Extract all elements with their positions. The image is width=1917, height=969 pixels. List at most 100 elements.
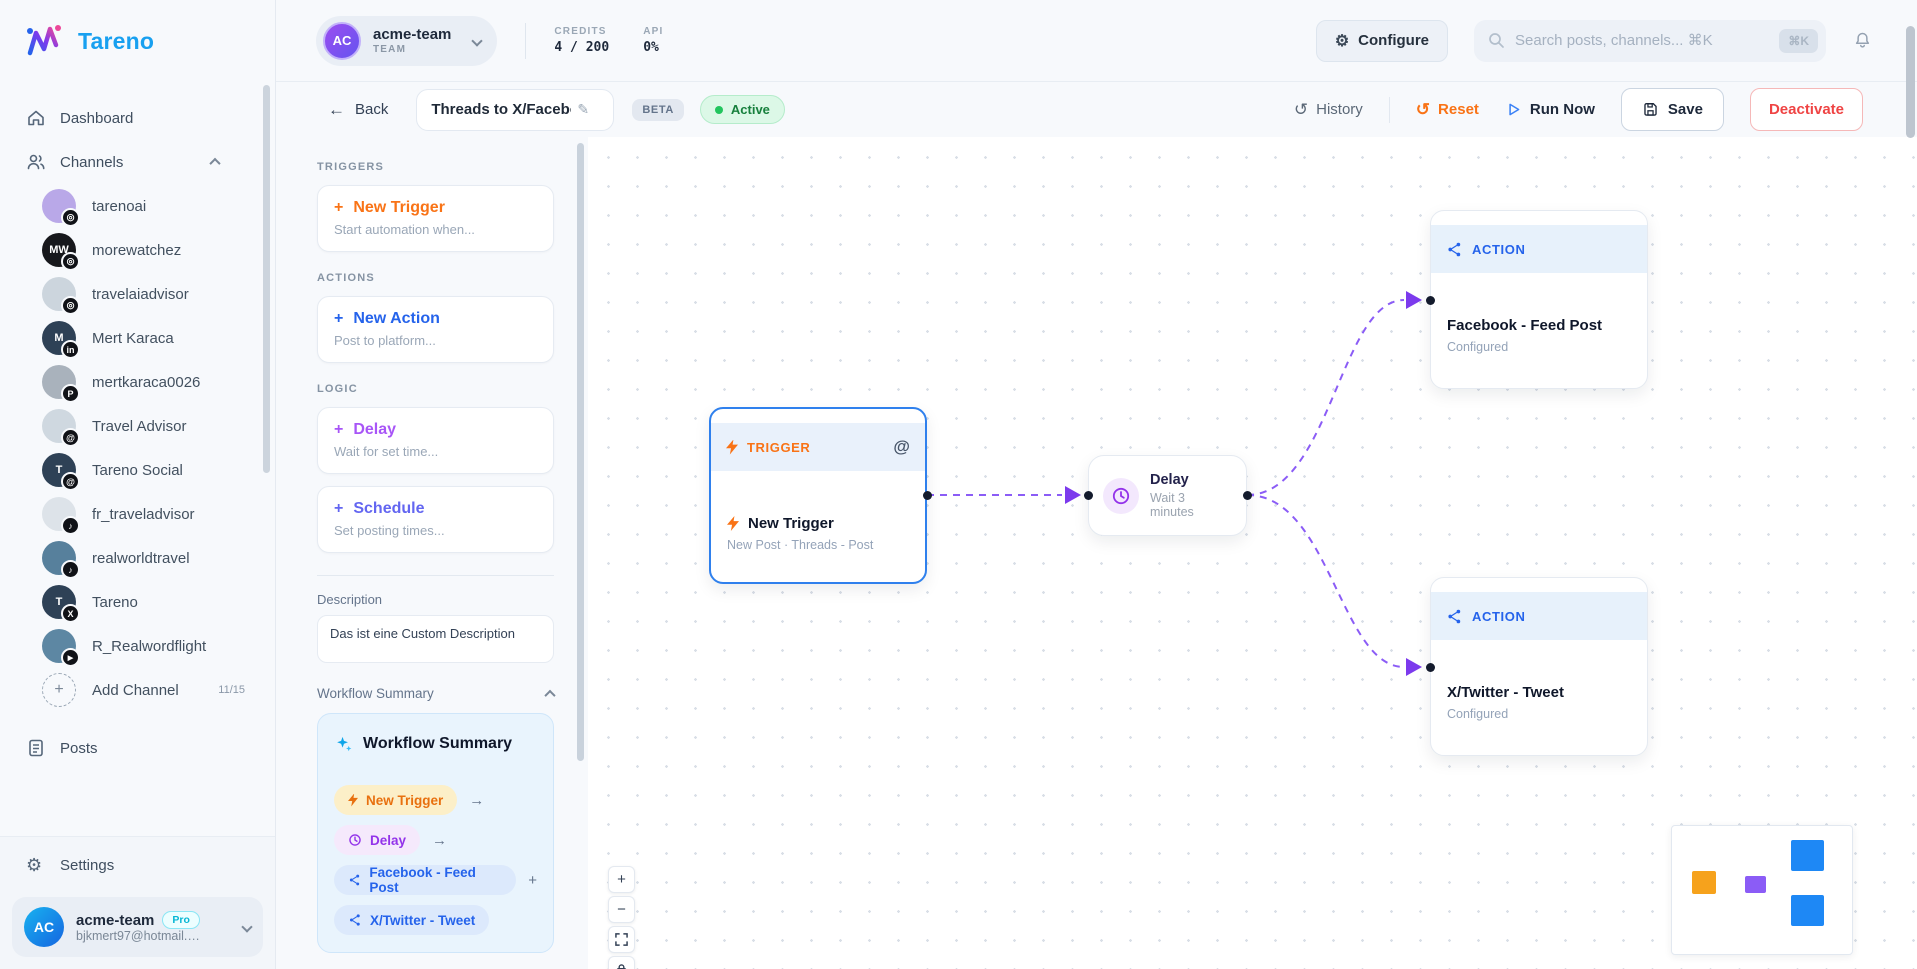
sidebar-channel-item[interactable]: ▶ R_Realwordflight xyxy=(0,624,275,668)
workflow-title-input[interactable] xyxy=(431,101,572,118)
lock-button[interactable] xyxy=(608,956,635,969)
summary-pill[interactable]: New Trigger xyxy=(334,785,458,815)
sidebar-item-label: Channels xyxy=(60,153,124,171)
reset-button[interactable]: ↺ Reset xyxy=(1416,101,1479,118)
sidebar-channel-item[interactable]: T @ Tareno Social xyxy=(0,448,275,492)
summary-pill-list: New Trigger → Delay → Facebook - Feed Po… xyxy=(334,785,537,935)
plus-icon: + xyxy=(334,421,344,438)
summary-pill[interactable]: X/Twitter - Tweet xyxy=(334,905,490,935)
account-name: acme-team xyxy=(76,911,155,929)
action-node-subtitle: Configured xyxy=(1447,707,1509,721)
credits-stat: CREDITS 4 / 200 xyxy=(554,26,609,55)
add-channel-button[interactable]: + Add Channel 11/15 xyxy=(0,668,275,712)
schedule-subtitle: Set posting times... xyxy=(334,523,445,538)
sidebar-item-label: Posts xyxy=(60,739,98,757)
sidebar-channel-item[interactable]: ◎ tarenoai xyxy=(0,184,275,228)
arrow-left-icon: ← xyxy=(328,99,345,119)
sidebar-channel-item[interactable]: MW ◎ morewatchez xyxy=(0,228,275,272)
channel-name: Mert Karaca xyxy=(92,329,174,347)
delay-subtitle: Wait for set time... xyxy=(334,444,439,459)
edge-arrowhead-icon xyxy=(1406,658,1422,676)
connection-handle[interactable] xyxy=(1426,663,1435,672)
sidebar-channel-item[interactable]: @ Travel Advisor xyxy=(0,404,275,448)
delay-card[interactable]: + Delay Wait for set time... xyxy=(317,407,554,474)
summary-pill[interactable]: Delay xyxy=(334,825,421,855)
channel-name: travelaiadvisor xyxy=(92,285,189,303)
share-icon xyxy=(1448,609,1461,623)
edit-icon[interactable]: ✎ xyxy=(577,101,590,117)
run-now-button[interactable]: Run Now xyxy=(1505,101,1595,118)
team-selector[interactable]: AC acme-team TEAM xyxy=(316,15,498,66)
schedule-card[interactable]: + Schedule Set posting times... xyxy=(317,486,554,553)
beta-badge: BETA xyxy=(632,98,684,121)
sidebar-scrollbar[interactable] xyxy=(263,85,270,473)
sidebar-item-channels[interactable]: Channels xyxy=(0,140,275,184)
sidebar-channel-item[interactable]: T X Tareno xyxy=(0,580,275,624)
triggers-section-label: TRIGGERS xyxy=(317,161,385,173)
workflow-summary-toggle[interactable]: Workflow Summary xyxy=(317,686,556,701)
connection-handle[interactable] xyxy=(1084,491,1093,500)
sidebar-channel-item[interactable]: P mertkaraca0026 xyxy=(0,360,275,404)
divider xyxy=(1388,96,1390,123)
api-value: 0% xyxy=(643,40,659,55)
keyboard-shortcut-badge: ⌘K xyxy=(1779,28,1818,53)
credits-value: 4 / 200 xyxy=(554,40,610,55)
description-input[interactable]: Das ist eine Custom Description xyxy=(317,615,554,663)
sidebar-item-dashboard[interactable]: Dashboard xyxy=(0,96,275,140)
notifications-button[interactable] xyxy=(1852,30,1873,51)
channel-name: morewatchez xyxy=(92,241,182,259)
sidebar-channel-item[interactable]: ♪ realworldtravel xyxy=(0,536,275,580)
summary-pill-row: New Trigger → xyxy=(334,785,484,815)
fit-view-button[interactable] xyxy=(608,926,635,953)
configure-button[interactable]: ⚙ Configure xyxy=(1315,19,1448,62)
new-trigger-card[interactable]: + New Trigger Start automation when... xyxy=(317,185,554,252)
deactivate-button[interactable]: Deactivate xyxy=(1749,88,1863,131)
new-action-subtitle: Post to platform... xyxy=(334,333,436,348)
linkedin-badge-icon: in xyxy=(61,340,80,359)
minimap-delay-node xyxy=(1745,876,1766,893)
channel-name: tarenoai xyxy=(92,197,147,215)
sidebar-bottom: ⚙ Settings AC acme-team Pro bjkmert97@ho… xyxy=(0,836,275,969)
minimap[interactable] xyxy=(1671,825,1853,955)
sidebar-channel-item[interactable]: ◎ travelaiadvisor xyxy=(0,272,275,316)
sidebar-item-posts[interactable]: Posts xyxy=(0,726,275,770)
trigger-node[interactable]: TRIGGER @ New Trigger New Post · Threads… xyxy=(709,407,927,584)
summary-pill-suffix: → xyxy=(469,791,485,809)
new-action-card[interactable]: + New Action Post to platform... xyxy=(317,296,554,363)
configure-label: Configure xyxy=(1358,32,1429,49)
instagram-badge-icon: ◎ xyxy=(61,252,80,271)
global-search[interactable]: ⌘K xyxy=(1474,19,1826,62)
connection-handle[interactable] xyxy=(923,491,932,500)
workflow-side-panel: TRIGGERS + New Trigger Start automation w… xyxy=(276,137,588,969)
sidebar-item-settings[interactable]: ⚙ Settings xyxy=(0,843,275,887)
history-button[interactable]: ↺ History xyxy=(1294,101,1363,118)
window-scrollbar[interactable] xyxy=(1906,26,1915,138)
summary-pill[interactable]: Facebook - Feed Post xyxy=(334,865,517,895)
sidebar-channel-item[interactable]: M in Mert Karaca xyxy=(0,316,275,360)
action-node-twitter[interactable]: ACTION X/Twitter - Tweet Configured xyxy=(1430,577,1648,756)
search-input[interactable] xyxy=(1515,32,1770,49)
description-label: Description xyxy=(317,592,383,607)
delay-node[interactable]: Delay Wait 3 minutes xyxy=(1088,455,1247,536)
channel-name: Tareno Social xyxy=(92,461,183,479)
zoom-in-button[interactable]: + xyxy=(608,866,635,893)
action-node-facebook[interactable]: ACTION Facebook - Feed Post Configured xyxy=(1430,210,1648,389)
summary-pill-suffix: + xyxy=(528,871,537,889)
delay-node-title: Delay xyxy=(1150,472,1189,488)
save-button[interactable]: Save xyxy=(1620,88,1724,131)
account-card[interactable]: AC acme-team Pro bjkmert97@hotmail.c... xyxy=(12,897,263,957)
connection-handle[interactable] xyxy=(1243,491,1252,500)
summary-pill-label: New Trigger xyxy=(366,792,444,808)
edge-arrowhead-icon xyxy=(1406,291,1422,309)
panel-scrollbar[interactable] xyxy=(577,143,584,761)
brand-logo: Tareno xyxy=(0,0,275,82)
zoom-out-button[interactable]: − xyxy=(608,896,635,923)
back-button[interactable]: ← Back xyxy=(328,100,388,120)
gear-icon: ⚙ xyxy=(1334,32,1350,50)
workflow-canvas[interactable]: TRIGGER @ New Trigger New Post · Threads… xyxy=(588,137,1917,969)
summary-pill-label: X/Twitter - Tweet xyxy=(370,912,476,928)
play-icon xyxy=(1509,103,1520,116)
sidebar-channel-item[interactable]: ♪ fr_traveladvisor xyxy=(0,492,275,536)
connection-handle[interactable] xyxy=(1426,296,1435,305)
